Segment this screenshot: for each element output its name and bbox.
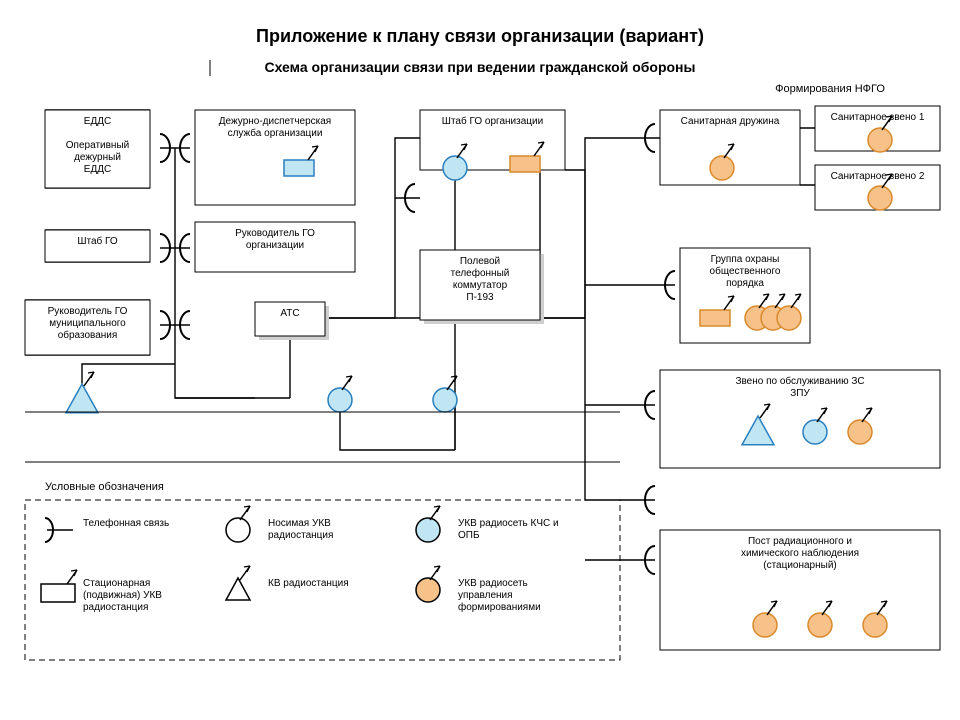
title-text: Приложение к плану связи организации (ва… bbox=[256, 26, 704, 46]
radio-circle bbox=[808, 613, 832, 637]
node-label: Оперативный bbox=[66, 140, 129, 151]
node-label: Звено по обслуживанию ЗС bbox=[735, 375, 864, 387]
node-label: ЕДДС bbox=[84, 116, 111, 127]
node-label: общественного bbox=[710, 265, 781, 277]
radio-circle bbox=[710, 156, 734, 180]
connector-line bbox=[585, 138, 660, 318]
node-label: Пост радиационного и bbox=[748, 536, 852, 547]
legend-label: Телефонная связь bbox=[83, 517, 169, 529]
node-label: АТС bbox=[280, 308, 299, 319]
connector-line bbox=[340, 412, 455, 450]
legend-label: радиостанция bbox=[83, 602, 148, 613]
node-label: образования bbox=[58, 329, 118, 341]
node-label: Санитарное звено 1 bbox=[831, 112, 925, 123]
radio-circle bbox=[863, 613, 887, 637]
node-label: (стационарный) bbox=[763, 560, 837, 571]
legend-label: КВ радиостанция bbox=[268, 578, 349, 589]
node-label: Руководитель ГО bbox=[235, 228, 315, 239]
node-label: П-193 bbox=[466, 292, 494, 303]
radio-circle bbox=[443, 156, 467, 180]
node-label: телефонный bbox=[451, 267, 510, 279]
radio-triangle bbox=[66, 384, 98, 413]
node-label: Санитарная дружина bbox=[681, 116, 780, 127]
legend-label: Стационарная bbox=[83, 578, 150, 589]
diagram-canvas: Приложение к плану связи организации (ва… bbox=[0, 0, 960, 720]
radio-rect bbox=[510, 156, 540, 172]
legend-label: управления bbox=[458, 590, 513, 601]
radio-circle bbox=[868, 186, 892, 210]
node-label: Штаб ГО bbox=[77, 235, 118, 247]
connector-line bbox=[82, 364, 175, 384]
node-label: Полевой bbox=[460, 256, 500, 267]
radio-circle bbox=[803, 420, 827, 444]
connector-line bbox=[175, 336, 290, 398]
legend-title: Условные обозначения bbox=[45, 481, 164, 493]
legend-label: (подвижная) УКВ bbox=[83, 590, 162, 601]
node-label: ЗПУ bbox=[790, 388, 810, 399]
legend-label: формированиями bbox=[458, 601, 541, 613]
node-label: дежурный bbox=[74, 152, 121, 163]
radio-circle bbox=[777, 306, 801, 330]
node-label: Штаб ГО организации bbox=[442, 115, 543, 127]
node-label: Руководитель ГО bbox=[48, 306, 128, 317]
node-label: организации bbox=[246, 240, 304, 251]
radio-rect bbox=[700, 310, 730, 326]
title-text: Формирования НФГО bbox=[775, 83, 885, 95]
radio-circle bbox=[433, 388, 457, 412]
connector-line bbox=[540, 168, 585, 318]
legend-label: ОПБ bbox=[458, 530, 480, 541]
legend-label: Носимая УКВ bbox=[268, 518, 331, 529]
node-label: служба организации bbox=[228, 127, 323, 139]
node-label: муниципального bbox=[49, 318, 126, 329]
legend-label: УКВ радиосеть bbox=[458, 578, 528, 589]
radio-circle bbox=[868, 128, 892, 152]
radio-circle bbox=[328, 388, 352, 412]
node-label: Группа охраны bbox=[711, 254, 780, 265]
title-text: Схема организации связи при ведении граж… bbox=[265, 59, 696, 75]
radio-circle bbox=[753, 613, 777, 637]
node-label: коммутатор bbox=[453, 280, 508, 291]
legend-label: УКВ радиосеть КЧС и bbox=[458, 518, 559, 529]
node-label: химического наблюдения bbox=[741, 547, 859, 559]
node-label: Дежурно-диспетчерская bbox=[219, 116, 331, 127]
radio-circle bbox=[848, 420, 872, 444]
node-label: ЕДДС bbox=[84, 164, 111, 175]
node-label: Санитарное звено 2 bbox=[831, 171, 925, 182]
legend-label: радиостанция bbox=[268, 530, 333, 541]
node-label: порядка bbox=[726, 278, 764, 289]
radio-rect bbox=[284, 160, 314, 176]
